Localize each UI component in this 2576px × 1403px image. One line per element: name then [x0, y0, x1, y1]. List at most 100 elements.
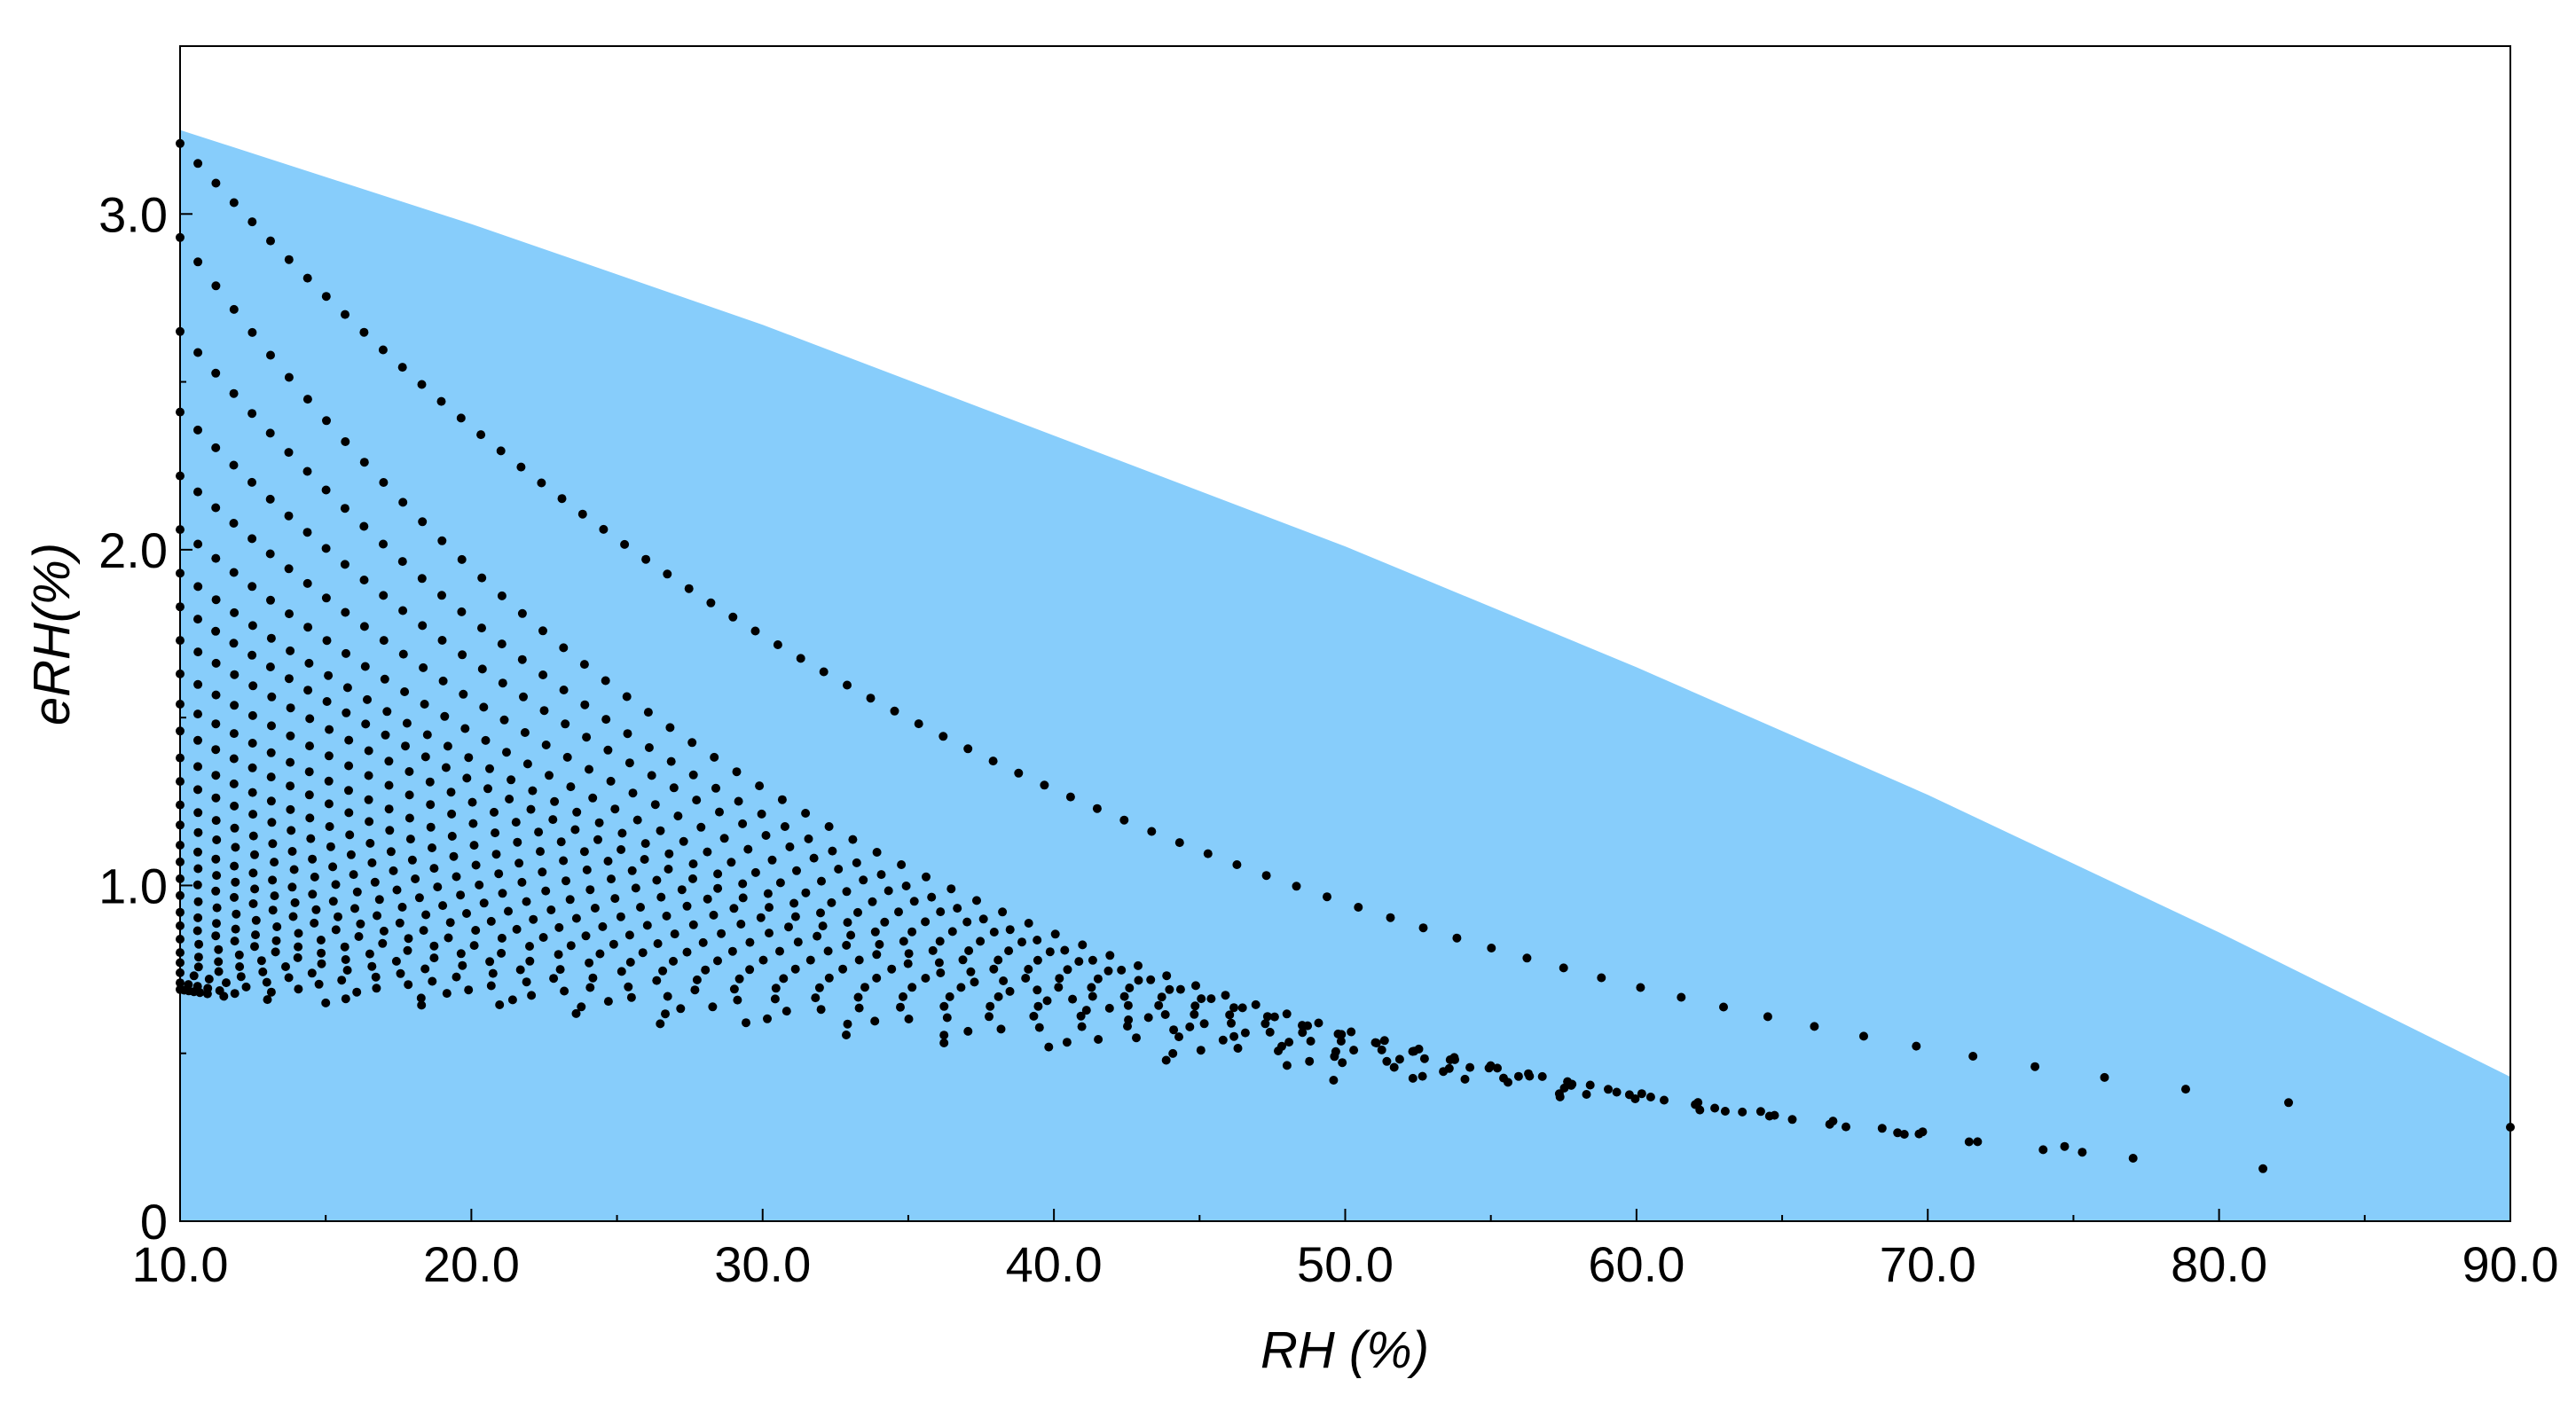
data-point [341, 437, 350, 446]
data-point [193, 487, 202, 497]
data-point [502, 748, 511, 757]
data-point [989, 964, 999, 974]
data-point [211, 690, 221, 700]
data-point [1232, 860, 1242, 869]
data-point [1377, 1045, 1386, 1054]
data-point [350, 904, 359, 913]
data-point [1389, 1062, 1399, 1072]
data-point [1143, 1013, 1153, 1023]
data-point [1033, 955, 1042, 965]
data-point [624, 930, 634, 940]
data-point [284, 511, 294, 521]
y-tick-label: 1.0 [98, 858, 168, 913]
data-point [571, 1008, 581, 1018]
data-point [756, 913, 766, 922]
data-point [229, 639, 239, 648]
data-point [1973, 1137, 1983, 1147]
data-point [1787, 1115, 1797, 1125]
data-point [231, 843, 240, 852]
data-point [262, 977, 271, 987]
data-point [872, 973, 882, 983]
data-point [682, 901, 692, 911]
data-point [848, 835, 858, 844]
data-point [996, 1024, 1006, 1034]
data-point [859, 875, 868, 885]
data-point [946, 884, 956, 894]
data-point [341, 955, 350, 964]
data-point [1719, 1002, 1728, 1012]
data-point [1968, 1052, 1978, 1061]
data-point [556, 837, 566, 847]
data-point [755, 781, 765, 791]
data-point [588, 793, 598, 803]
data-point [1040, 780, 1049, 790]
data-point [770, 994, 780, 1004]
data-point [985, 1012, 993, 1022]
data-point [1005, 986, 1015, 996]
data-point [514, 858, 524, 868]
data-point [211, 886, 221, 896]
data-point [743, 844, 753, 854]
data-point [248, 831, 258, 841]
data-point [616, 912, 625, 921]
data-point [437, 591, 446, 600]
data-point [305, 714, 315, 724]
data-point [554, 950, 563, 960]
data-point [1225, 1010, 1235, 1020]
data-point [550, 796, 560, 806]
data-point [901, 882, 911, 890]
data-point [1185, 1022, 1195, 1031]
data-point [405, 835, 415, 844]
data-point [211, 745, 221, 755]
data-point [349, 870, 358, 880]
data-point [359, 622, 369, 631]
data-point [211, 553, 221, 563]
data-point [193, 913, 203, 922]
data-point [488, 968, 498, 978]
data-point [1720, 1107, 1730, 1116]
data-point [267, 818, 277, 827]
data-point [1604, 1085, 1613, 1094]
data-point [687, 738, 697, 748]
data-point [1161, 1055, 1171, 1065]
data-point [676, 1004, 686, 1014]
data-point [456, 413, 466, 423]
data-point [193, 952, 203, 962]
data-point [581, 931, 591, 941]
data-point [294, 929, 303, 938]
data-point [475, 880, 484, 890]
data-point [289, 865, 299, 874]
data-point [579, 660, 589, 670]
data-point [211, 658, 221, 668]
data-point [241, 982, 251, 992]
data-point [541, 741, 551, 749]
data-point [1119, 815, 1129, 825]
data-point [742, 1018, 750, 1028]
data-point [230, 861, 240, 871]
data-point [520, 728, 530, 737]
data-point [580, 700, 590, 709]
data-point [417, 1000, 427, 1010]
data-point [517, 608, 527, 618]
data-point [726, 858, 736, 867]
data-point [640, 839, 650, 849]
data-point [361, 719, 371, 729]
data-point [290, 897, 300, 907]
data-point [247, 788, 257, 797]
data-point [942, 1013, 952, 1023]
data-point [193, 257, 203, 267]
data-point [1419, 1054, 1429, 1063]
data-point [359, 521, 369, 531]
data-point [907, 927, 917, 937]
data-point [708, 1002, 718, 1012]
data-point [367, 858, 377, 867]
data-point [372, 984, 381, 993]
data-point [775, 878, 785, 888]
x-tick-label: 50.0 [1297, 1236, 1394, 1292]
data-point [1117, 965, 1127, 975]
data-point [517, 877, 527, 887]
data-point [497, 933, 507, 943]
data-point [229, 198, 239, 208]
data-point [456, 890, 466, 900]
